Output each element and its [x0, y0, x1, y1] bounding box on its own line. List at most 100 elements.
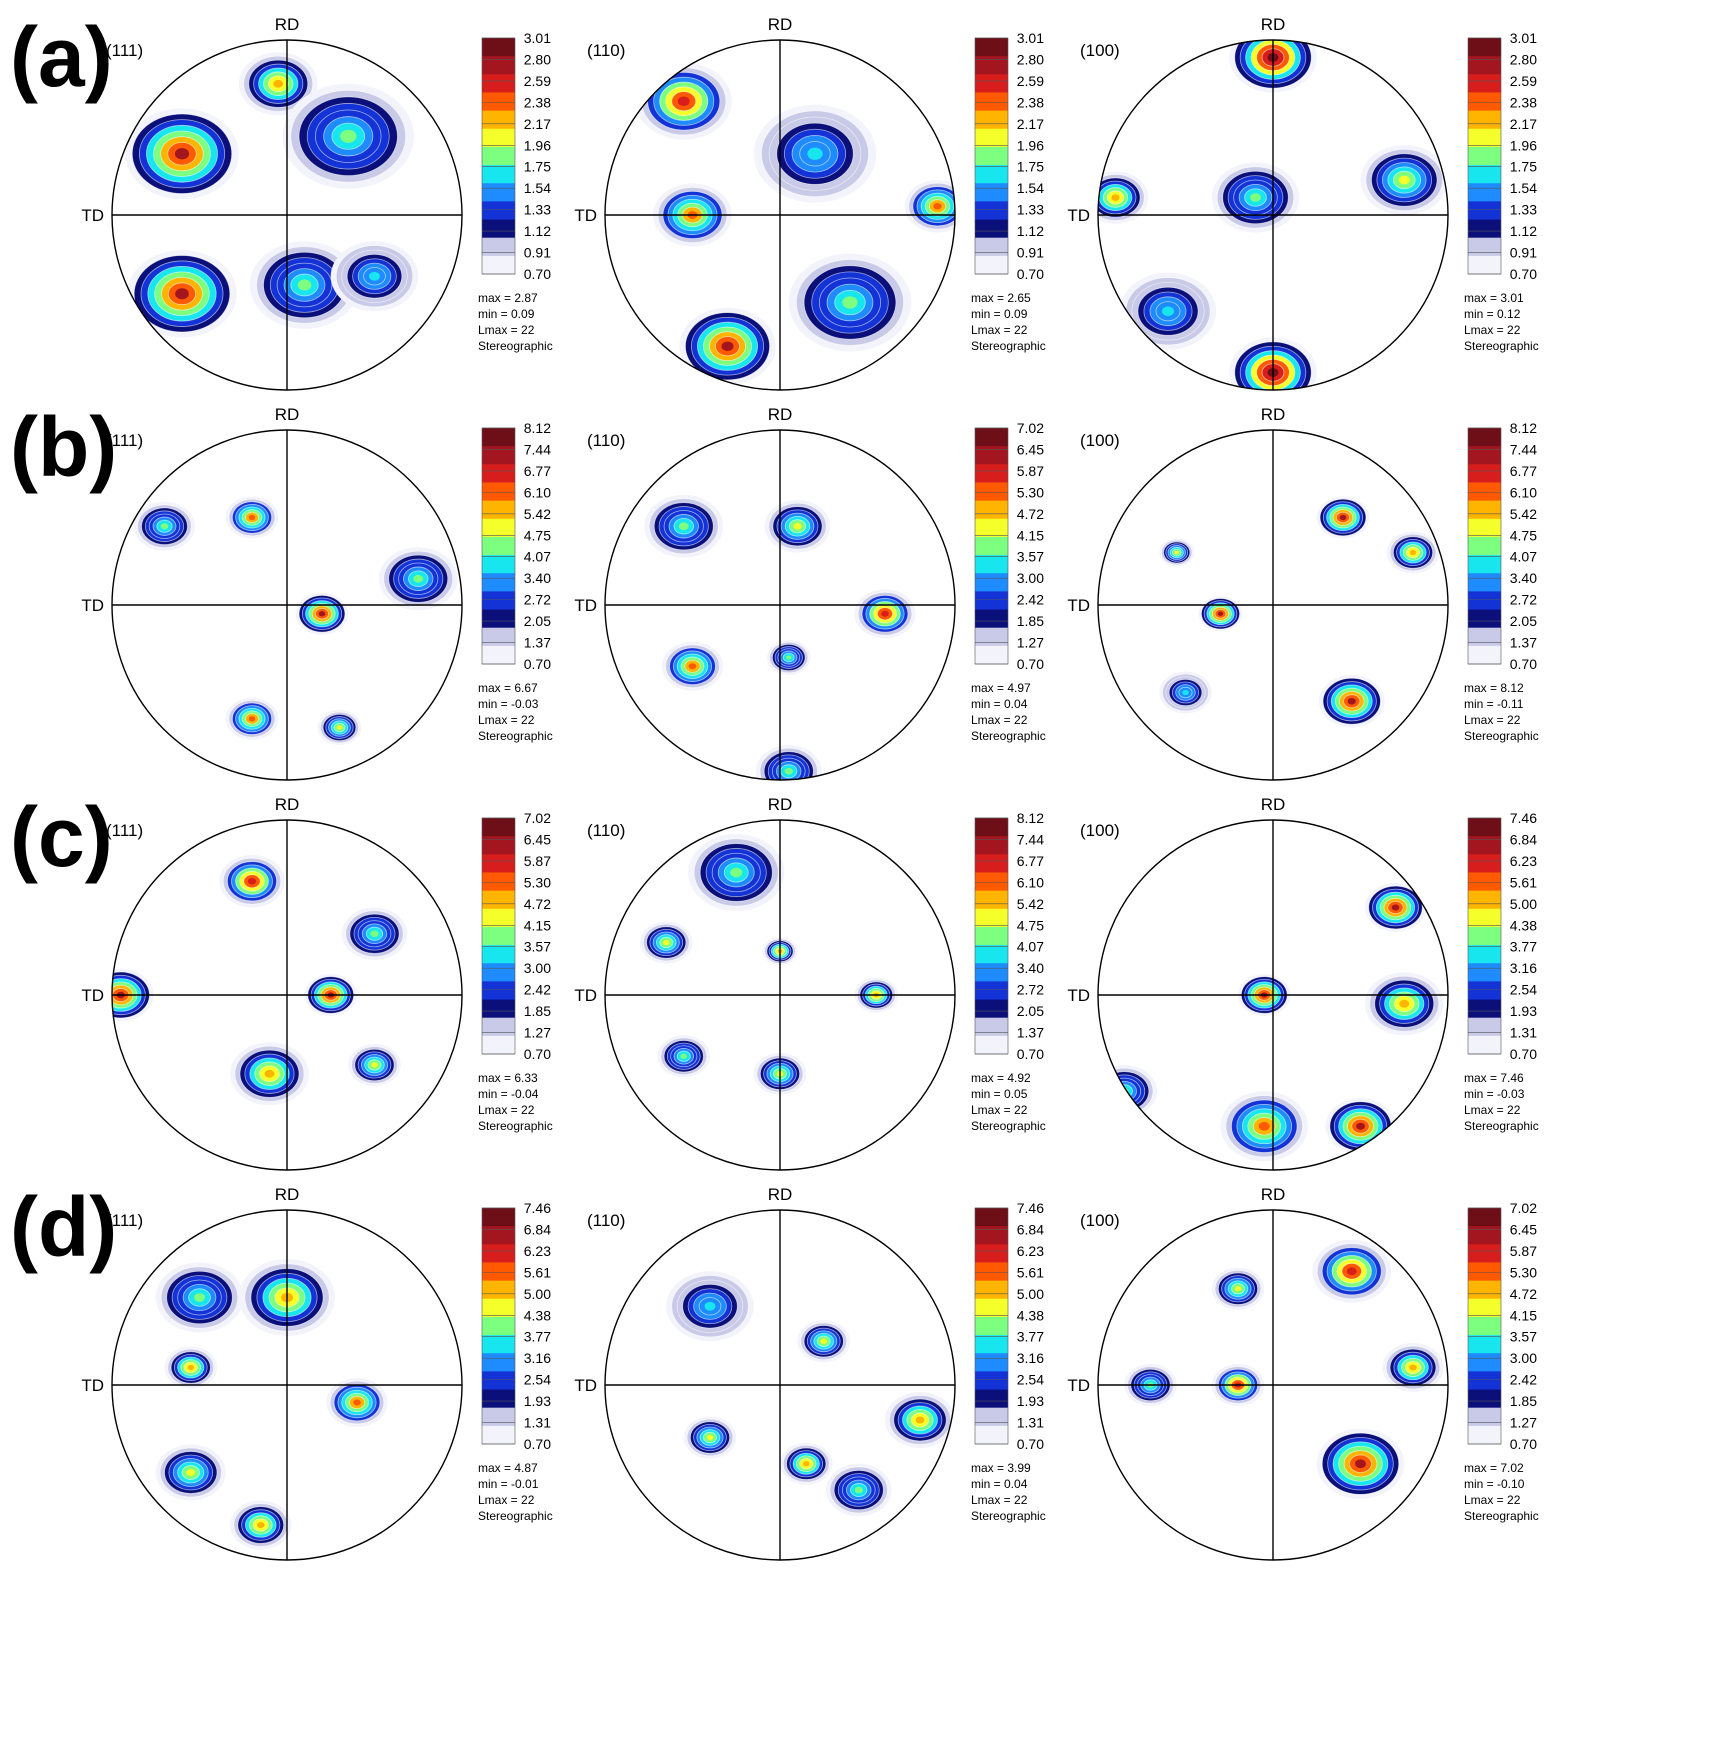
color-bar-segment — [975, 555, 1008, 574]
color-bar-tick-label: 6.10 — [524, 484, 551, 500]
color-bar-tick-label: 6.45 — [524, 831, 551, 847]
color-bar-tick-label: 5.30 — [1017, 484, 1044, 500]
color-bar-tick-label: 6.77 — [524, 463, 551, 479]
lmax-value: Lmax = 22 — [478, 323, 535, 337]
color-bar-segment — [975, 428, 1008, 447]
intensity-map — [666, 1271, 955, 1517]
td-label: TD — [81, 206, 104, 225]
color-bar-tick-label: 1.37 — [1510, 635, 1537, 651]
color-bar-tick-label: 3.40 — [524, 570, 551, 586]
color-bar-segment — [975, 446, 1008, 465]
color-bar-segment — [975, 1298, 1008, 1318]
color-bar-tick-label: 6.45 — [1017, 441, 1044, 457]
color-bar-tick-label: 2.38 — [1017, 94, 1044, 110]
rd-label: RD — [275, 795, 300, 814]
intensity-blob — [1174, 550, 1179, 555]
color-bar-segment — [1468, 1298, 1501, 1318]
color-bar-tick-label: 5.00 — [1510, 896, 1537, 912]
lmax-value: Lmax = 22 — [971, 713, 1028, 727]
intensity-blob — [786, 655, 792, 660]
color-bar-tick-label: 1.12 — [524, 223, 551, 239]
color-bar-tick-label: 2.80 — [1510, 51, 1537, 67]
plane-label: (110) — [587, 431, 625, 450]
intensity-blob — [688, 663, 697, 670]
color-bar-tick-label: 3.77 — [524, 1329, 551, 1345]
color-bar-tick-label: 2.17 — [1510, 116, 1537, 132]
rd-label: RD — [1261, 405, 1286, 424]
intensity-blob — [1409, 1364, 1417, 1371]
color-bar-segment — [975, 926, 1008, 946]
intensity-blob — [160, 523, 169, 530]
color-bar-tick-label: 2.42 — [524, 982, 551, 998]
intensity-blob — [678, 522, 689, 531]
color-bar-segment — [482, 1316, 515, 1336]
color-bar-tick-label: 4.72 — [1017, 506, 1044, 522]
plane-label: (111) — [106, 41, 143, 60]
color-bar-segment — [975, 237, 1008, 257]
color-bar-tick-label: 4.38 — [1510, 917, 1537, 933]
color-bar-tick-label: 3.01 — [524, 30, 551, 46]
plane-label: (100) — [1080, 1211, 1120, 1230]
color-bar-segment — [975, 464, 1008, 483]
row-label: (b) — [10, 400, 117, 494]
color-bar-tick-label: 1.96 — [524, 137, 551, 153]
color-bar-segment — [1468, 201, 1501, 221]
projection-label: Stereographic — [971, 1509, 1046, 1523]
color-bar-segment — [975, 1035, 1008, 1055]
color-bar-tick-label: 2.17 — [1017, 116, 1044, 132]
color-bar-segment — [482, 836, 515, 855]
pole-figure: RD TD (111) 7.02 6.45 5.87 5.30 4.72 4.15 3.57 3.0… — [81, 795, 553, 1171]
color-bar-segment — [1468, 428, 1501, 447]
color-bar: 3.01 2.80 2.59 2.38 2.17 1.96 1.75 1.54 1.33 1.12… — [974, 30, 1044, 282]
color-bar-segment — [482, 201, 515, 221]
td-label: TD — [1067, 1376, 1090, 1395]
color-bar-tick-label: 6.10 — [1510, 484, 1537, 500]
color-bar-segment — [1468, 836, 1501, 855]
color-bar-segment — [975, 945, 1008, 964]
row-label: (d) — [10, 1180, 117, 1274]
color-bar-segment — [482, 1298, 515, 1318]
color-bar-segment — [975, 110, 1008, 130]
intensity-blob — [369, 271, 380, 281]
color-bar-tick-label: 2.59 — [524, 73, 551, 89]
projection-label: Stereographic — [1464, 1119, 1539, 1133]
color-bar-tick-label: 6.23 — [1510, 853, 1537, 869]
color-bar-tick-label: 3.00 — [1017, 570, 1044, 586]
color-bar-segment — [975, 92, 1008, 112]
color-bar-tick-label: 7.02 — [524, 810, 551, 826]
color-bar-segment — [1468, 1244, 1501, 1263]
color-bar-segment — [1468, 38, 1501, 57]
color-bar-tick-label: 3.57 — [1017, 549, 1044, 565]
color-bar-segment — [482, 536, 515, 556]
color-bar-tick-label: 2.54 — [524, 1372, 551, 1388]
intensity-blob — [248, 716, 256, 722]
projection-label: Stereographic — [971, 729, 1046, 743]
color-bar-tick-label: 2.38 — [1510, 94, 1537, 110]
color-bar-segment — [482, 872, 515, 892]
color-bar-tick-label: 5.42 — [1017, 896, 1044, 912]
color-bar-segment — [1468, 890, 1501, 910]
color-bar-tick-label: 6.23 — [524, 1243, 551, 1259]
color-bar-tick-label: 3.40 — [1510, 570, 1537, 586]
color-bar-tick-label: 3.16 — [524, 1350, 551, 1366]
intensity-blob — [802, 1461, 810, 1467]
intensity-map — [640, 834, 899, 1095]
color-bar-segment — [482, 464, 515, 483]
color-bar-tick-label: 1.27 — [1510, 1415, 1537, 1431]
color-bar-segment — [1468, 255, 1501, 275]
td-label: TD — [574, 986, 597, 1005]
color-bar-tick-label: 3.77 — [1510, 939, 1537, 955]
intensity-blob — [842, 296, 858, 309]
color-bar-segment — [482, 645, 515, 665]
color-bar-tick-label: 6.23 — [1017, 1243, 1044, 1259]
color-bar-segment — [975, 1316, 1008, 1336]
color-bar-segment — [1468, 464, 1501, 483]
color-bar-tick-label: 3.16 — [1017, 1350, 1044, 1366]
color-bar-segment — [1468, 1335, 1501, 1354]
color-bar-segment — [482, 1425, 515, 1445]
color-bar-tick-label: 2.59 — [1510, 73, 1537, 89]
intensity-map — [1098, 40, 1448, 390]
intensity-blob — [353, 1399, 361, 1406]
min-value: min = -0.01 — [478, 1477, 539, 1491]
color-bar-tick-label: 1.27 — [524, 1025, 551, 1041]
